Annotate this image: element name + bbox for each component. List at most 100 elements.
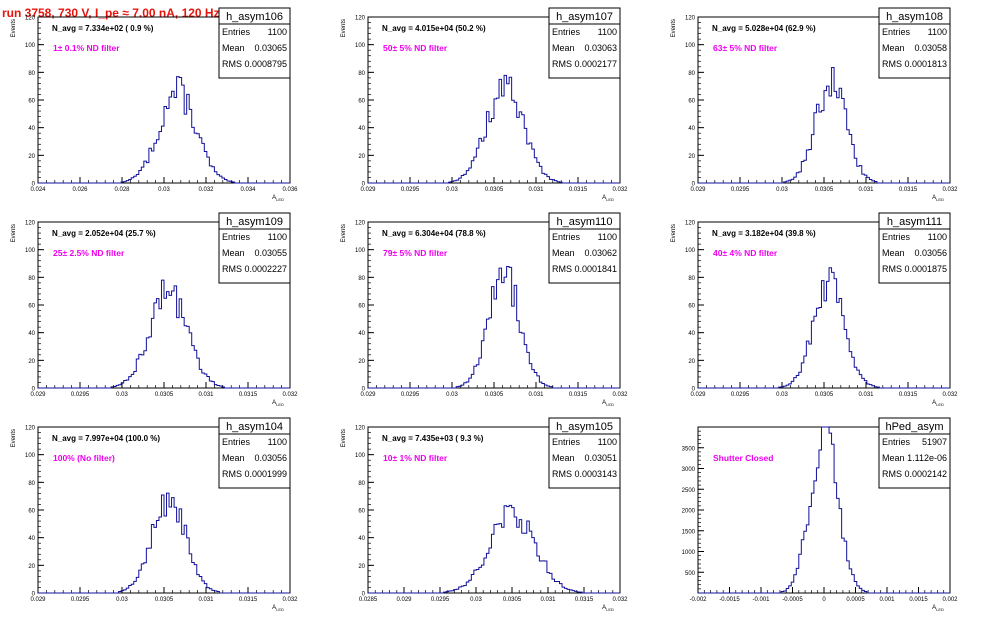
x-tick-label: 0.029	[690, 187, 706, 193]
x-axis-label-subscript: LED	[936, 402, 944, 407]
y-tick-label: 100	[685, 43, 696, 49]
x-tick-label: 0.03	[446, 187, 458, 193]
y-tick-label: 60	[28, 304, 35, 310]
y-tick-label: 80	[688, 71, 695, 77]
stats-value-mean: 0.03055	[254, 248, 287, 258]
stats-value-entries: 1100	[268, 27, 287, 37]
stats-label-mean: Mean	[882, 453, 905, 463]
filter-note: 50± 5% ND filter	[383, 43, 448, 53]
x-tick-label: 0.0295	[431, 597, 450, 603]
y-tick-label: 120	[25, 221, 36, 227]
histogram-line	[698, 267, 950, 389]
x-tick-label: 0.03	[446, 392, 458, 398]
y-tick-label: 80	[688, 276, 695, 282]
y-tick-label: 60	[358, 99, 365, 105]
x-tick-label: 0.0305	[815, 392, 834, 398]
navg-label: N_avg = 2.052e+04 (25.7 %)	[52, 229, 156, 238]
histogram-line	[368, 504, 620, 594]
x-tick-label: 0.0015	[909, 597, 928, 603]
y-tick-label: 80	[358, 71, 365, 77]
x-tick-label: 0.0315	[239, 392, 258, 398]
stats-label-rms: RMS	[882, 59, 902, 69]
y-tick-label: 0	[362, 182, 366, 188]
x-tick-label: 0.029	[360, 392, 376, 398]
y-tick-label: 80	[358, 481, 365, 487]
histogram-title: h_asym107	[556, 11, 613, 23]
y-tick-label: 500	[685, 571, 696, 577]
filter-note: 40± 4% ND filter	[713, 248, 778, 258]
x-tick-label: 0.0295	[731, 187, 750, 193]
y-tick-label: 100	[355, 453, 366, 459]
x-axis-label-subscript: LED	[606, 607, 614, 612]
x-tick-label: 0.002	[942, 597, 958, 603]
y-tick-label: 0	[32, 182, 36, 188]
navg-label: N_avg = 7.997e+04 (100.0 %)	[52, 434, 160, 443]
histogram-panel-h_asym111: 0 20 40 60 80 100 120 0.029 0.0295 0.03 0.0305 0.03…	[671, 212, 958, 407]
histogram-line	[38, 492, 290, 594]
x-tick-label: 0.032	[282, 392, 298, 398]
y-tick-label: 0	[692, 182, 696, 188]
y-axis-label: Events	[671, 19, 677, 37]
stats-box	[548, 417, 621, 489]
stats-value-mean: 0.03056	[914, 248, 947, 258]
y-tick-label: 3500	[682, 446, 696, 452]
y-tick-label: 60	[358, 509, 365, 515]
stats-box	[218, 7, 291, 79]
y-tick-label: 60	[28, 509, 35, 515]
stats-value-rms: 0.0002177	[574, 59, 617, 69]
y-tick-label: 100	[25, 248, 36, 254]
stats-label-mean: Mean	[552, 43, 575, 53]
stats-label-entries: Entries	[222, 232, 251, 242]
x-tick-label: 0.024	[30, 187, 46, 193]
y-tick-label: 100	[355, 43, 366, 49]
histogram-title: h_asym110	[556, 216, 612, 228]
stats-value-entries: 1100	[928, 232, 947, 242]
y-axis-label: Events	[341, 429, 347, 447]
stats-box	[548, 7, 621, 79]
x-tick-label: -0.0005	[782, 597, 803, 603]
x-tick-label: 0.0295	[401, 187, 420, 193]
histogram-panel-h_asym109: 0 20 40 60 80 100 120 0.029 0.0295 0.03 0.0305 0.03…	[11, 212, 298, 407]
stats-label-rms: RMS	[882, 469, 902, 479]
stats-value-mean: 0.03062	[584, 248, 617, 258]
x-axis-label: ALED	[272, 195, 284, 202]
y-tick-label: 0	[362, 387, 366, 393]
stats-label-mean: Mean	[222, 453, 245, 463]
x-tick-label: 0.03	[470, 597, 482, 603]
histogram-panel-h_asym108: 0 20 40 60 80 100 120 0.029 0.0295 0.03 0.0305 0.03…	[671, 7, 958, 202]
navg-label: N_avg = 7.334e+02 ( 0.9 %)	[52, 24, 154, 33]
y-tick-label: 0	[362, 592, 366, 598]
y-tick-label: 120	[25, 16, 36, 22]
y-tick-label: 120	[685, 221, 696, 227]
stats-box	[218, 417, 291, 489]
x-tick-label: 0.0295	[71, 392, 90, 398]
y-tick-label: 20	[28, 359, 35, 365]
stats-box	[548, 212, 621, 284]
stats-value-entries: 1100	[268, 232, 287, 242]
y-tick-label: 100	[25, 43, 36, 49]
x-axis-label-subscript: LED	[276, 402, 284, 407]
stats-label-rms: RMS	[552, 264, 572, 274]
histogram-title: h_asym111	[887, 216, 942, 228]
x-tick-label: -0.001	[752, 597, 770, 603]
histogram-title: h_asym105	[556, 421, 613, 433]
y-axis-label: Events	[11, 19, 17, 37]
x-tick-label: 0.029	[396, 597, 412, 603]
x-tick-label: 0.0315	[899, 392, 918, 398]
x-tick-label: 0.0315	[239, 597, 258, 603]
stats-label-entries: Entries	[882, 232, 911, 242]
stats-label-mean: Mean	[552, 248, 575, 258]
y-tick-label: 120	[685, 16, 696, 22]
stats-value-rms: 0.0002142	[904, 469, 947, 479]
x-tick-label: 0.032	[942, 392, 958, 398]
y-axis-label: Events	[11, 224, 17, 242]
stats-label-entries: Entries	[552, 437, 581, 447]
y-tick-label: 80	[28, 481, 35, 487]
stats-label-entries: Entries	[552, 27, 581, 37]
y-tick-label: 80	[28, 71, 35, 77]
y-tick-label: 20	[358, 154, 365, 160]
histogram-line	[38, 279, 290, 389]
x-tick-label: 0.036	[282, 187, 298, 193]
